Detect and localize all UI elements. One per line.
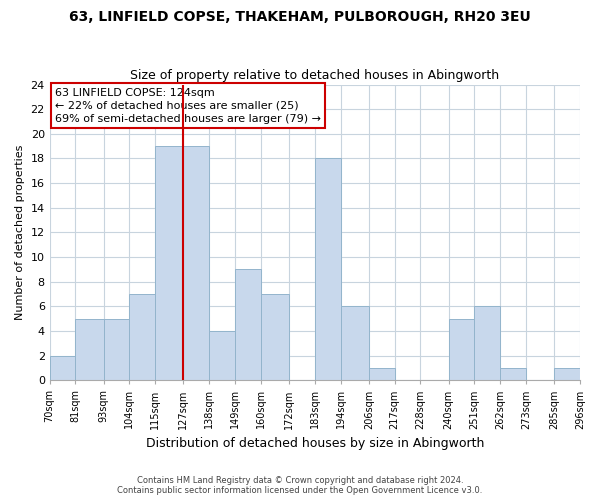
Bar — [184, 146, 209, 380]
Text: 63, LINFIELD COPSE, THAKEHAM, PULBOROUGH, RH20 3EU: 63, LINFIELD COPSE, THAKEHAM, PULBOROUGH… — [69, 10, 531, 24]
Bar — [554, 368, 580, 380]
Text: Contains HM Land Registry data © Crown copyright and database right 2024.
Contai: Contains HM Land Registry data © Crown c… — [118, 476, 482, 495]
Bar — [155, 146, 184, 380]
Bar — [475, 306, 500, 380]
Bar — [50, 356, 76, 380]
Bar — [209, 331, 235, 380]
Y-axis label: Number of detached properties: Number of detached properties — [15, 144, 25, 320]
Bar — [341, 306, 369, 380]
Text: 63 LINFIELD COPSE: 124sqm
← 22% of detached houses are smaller (25)
69% of semi-: 63 LINFIELD COPSE: 124sqm ← 22% of detac… — [55, 88, 321, 124]
Bar — [130, 294, 155, 380]
Bar — [500, 368, 526, 380]
Bar — [580, 368, 600, 380]
Bar — [369, 368, 395, 380]
Bar — [315, 158, 341, 380]
Title: Size of property relative to detached houses in Abingworth: Size of property relative to detached ho… — [130, 69, 499, 82]
X-axis label: Distribution of detached houses by size in Abingworth: Distribution of detached houses by size … — [146, 437, 484, 450]
Bar — [449, 318, 475, 380]
Bar — [261, 294, 289, 380]
Bar — [104, 318, 130, 380]
Bar — [235, 270, 261, 380]
Bar — [76, 318, 104, 380]
